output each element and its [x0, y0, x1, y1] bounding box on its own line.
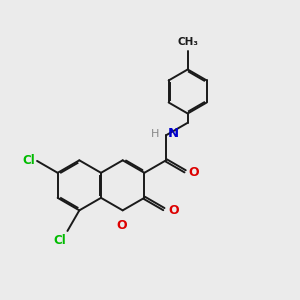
Text: Cl: Cl	[53, 235, 66, 248]
Text: CH₃: CH₃	[177, 37, 198, 47]
Text: O: O	[168, 204, 179, 217]
Text: O: O	[189, 166, 199, 179]
Text: N: N	[167, 127, 178, 140]
Text: Cl: Cl	[22, 154, 35, 167]
Text: H: H	[151, 129, 160, 139]
Text: O: O	[116, 219, 127, 232]
